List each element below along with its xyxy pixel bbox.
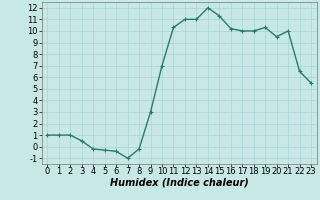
X-axis label: Humidex (Indice chaleur): Humidex (Indice chaleur) [110,177,249,187]
